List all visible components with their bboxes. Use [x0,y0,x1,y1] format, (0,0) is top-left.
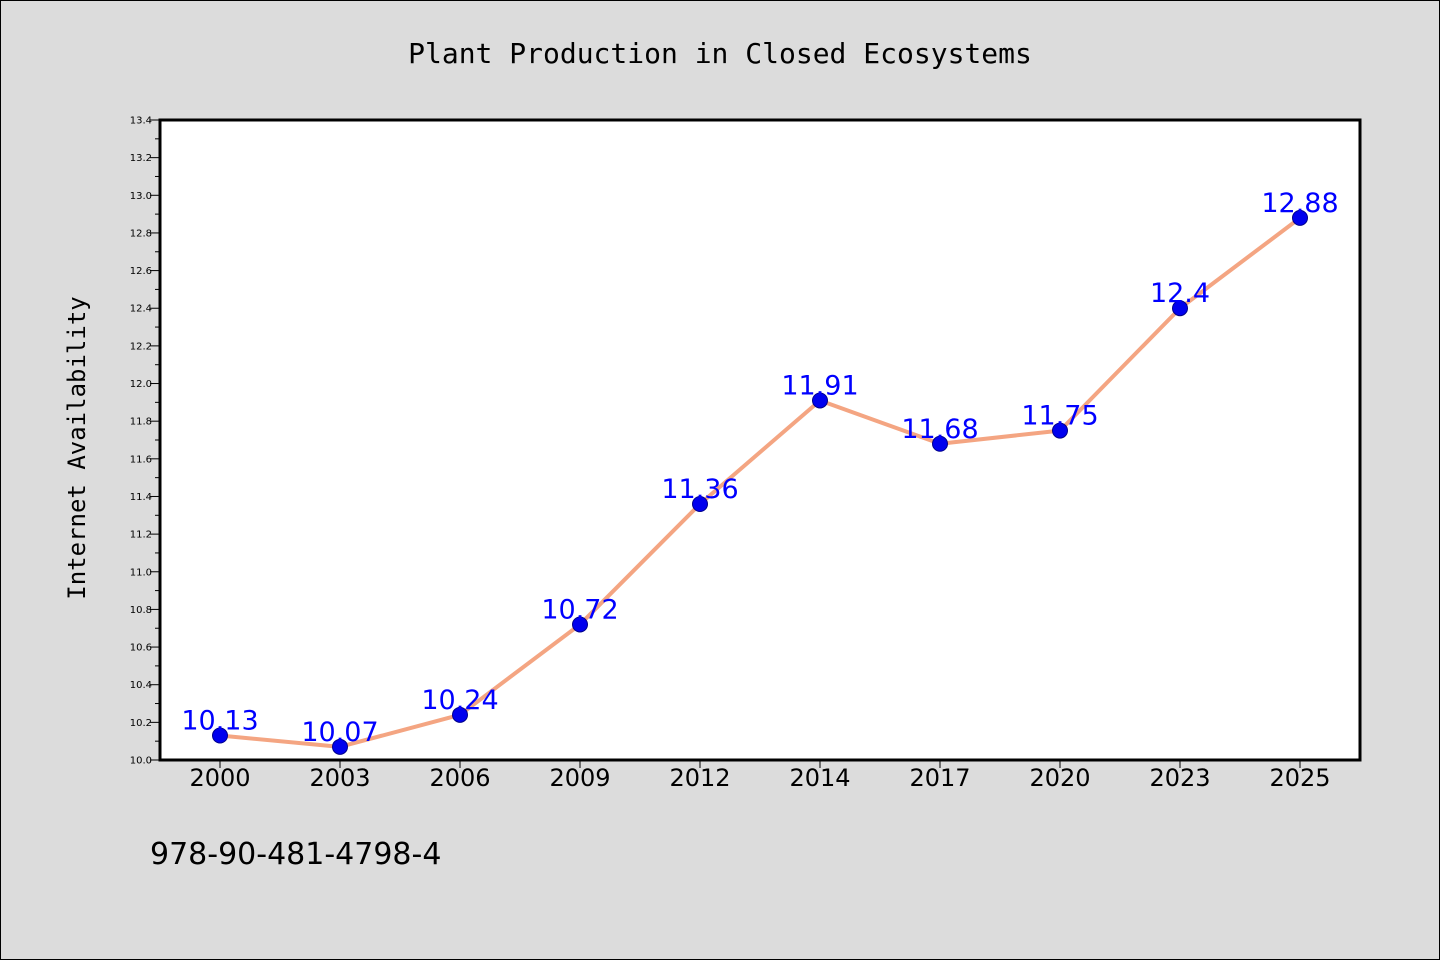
data-label: 10.72 [541,594,618,625]
y-tick-label: 10.0 [130,756,152,767]
y-tick-label: 13.0 [130,191,152,202]
isbn-text: 978-90-481-4798-4 [150,837,441,872]
x-tick-label: 2023 [1149,764,1210,792]
x-tick-label: 2009 [549,764,610,792]
x-tick-label: 2014 [789,764,850,792]
data-point [692,496,708,512]
data-point [572,616,588,633]
x-tick-label: 2025 [1269,764,1330,792]
data-point [212,727,228,744]
y-tick-label: 13.4 [130,116,152,127]
chart-title: Plant Production in Closed Ecosystems [408,37,1032,70]
data-point [332,738,348,755]
series-line [218,215,1302,749]
y-tick-label: 10.2 [130,718,152,729]
data-point [932,435,948,452]
x-tick-label: 2012 [669,764,730,792]
series-line-group [218,215,1302,749]
y-tick-label: 13.2 [130,153,152,164]
data-point [452,706,468,723]
data-label: 11.75 [1021,401,1098,432]
data-label: 10.07 [301,717,378,748]
y-axis-label: Internet Availability [63,296,91,599]
y-tick-label: 12.2 [130,341,152,352]
plot-area [158,118,1362,762]
x-tick-label: 2017 [909,764,970,792]
data-label: 12.88 [1261,188,1338,219]
y-tick-label: 11.2 [130,530,152,541]
y-tick-label: 10.6 [130,643,152,654]
data-label: 12.4 [1150,278,1210,309]
y-tick-label: 10.8 [130,605,152,616]
y-tick-label: 11.6 [130,454,152,465]
data-point [812,392,828,409]
x-tick-label: 2000 [189,764,250,792]
data-label: 10.13 [181,706,258,737]
y-tick-label: 11.4 [130,492,152,503]
data-label: 11.68 [901,414,978,445]
y-tick-label: 12.8 [130,228,152,239]
data-point [1292,209,1308,226]
data-point [1172,300,1188,317]
x-tick-label: 2003 [309,764,370,792]
x-tick-label: 2020 [1029,764,1090,792]
data-points-group [212,209,1308,755]
y-axis: 10.0 10.2 10.4 10.6 10.8 11.0 11.2 11.4 11.6 11.8… [130,116,160,767]
y-tick-label: 12.4 [130,304,152,315]
data-label: 11.36 [661,474,738,505]
y-tick-label: 11.0 [130,567,152,578]
x-tick-label: 2006 [429,764,490,792]
data-labels-group: 10.13 10.07 10.24 10.72 11.36 11.91 11.68 11.75… [181,188,1338,748]
y-tick-label: 11.8 [130,417,152,428]
y-tick-label: 10.4 [130,680,152,691]
data-label: 10.24 [421,685,498,716]
data-label: 11.91 [781,370,858,401]
data-point [1052,422,1068,439]
x-axis: 2000 2003 2006 2009 2012 2014 2017 2020 2023 2025 [189,760,1331,792]
y-tick-label: 12.0 [130,379,152,390]
y-tick-label: 12.6 [130,266,152,277]
